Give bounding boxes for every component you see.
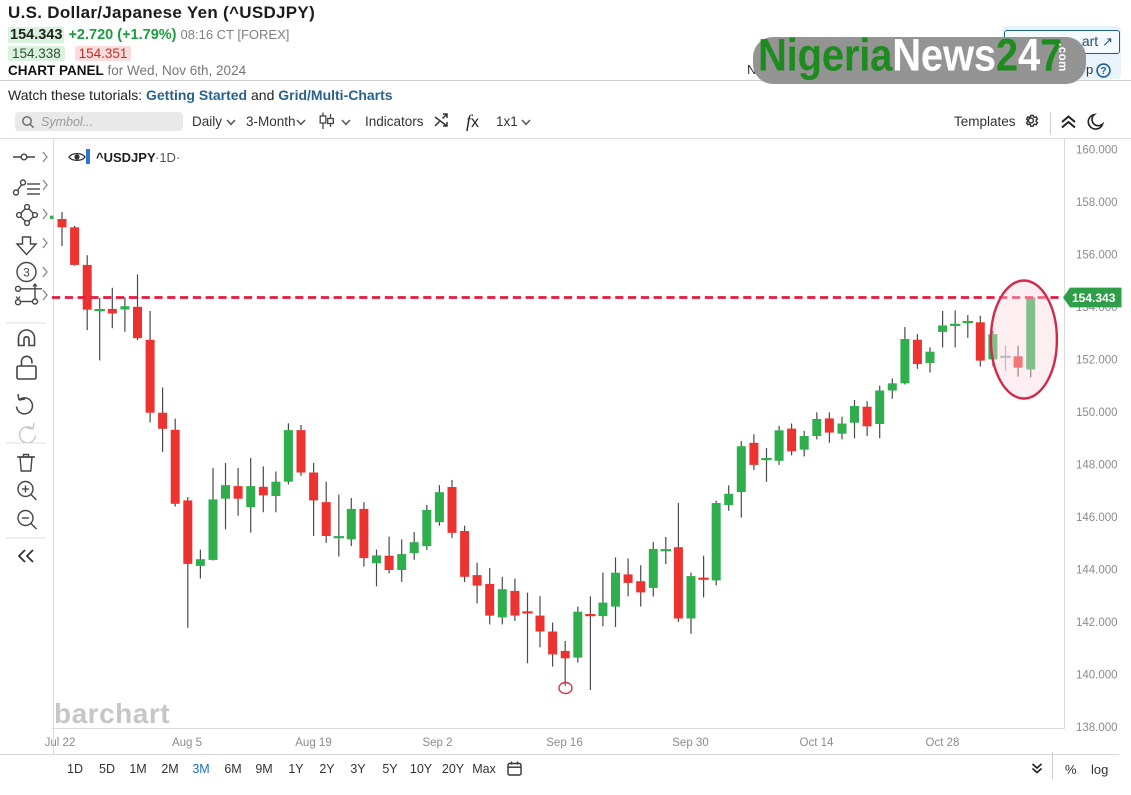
svg-text:148.000: 148.000 <box>1076 460 1118 472</box>
svg-text:Jul 22: Jul 22 <box>45 737 76 749</box>
svg-text:Oct 14: Oct 14 <box>800 737 834 749</box>
svg-text:Sep 2: Sep 2 <box>422 737 452 749</box>
svg-text:Aug 19: Aug 19 <box>295 737 331 749</box>
svg-text:3: 3 <box>23 266 30 280</box>
svg-text:Sep 30: Sep 30 <box>672 737 708 749</box>
svg-text:144.000: 144.000 <box>1076 564 1118 576</box>
svg-text:142.000: 142.000 <box>1076 617 1118 629</box>
svg-text:Aug 5: Aug 5 <box>172 737 202 749</box>
svg-text:?: ? <box>1100 66 1106 77</box>
svg-text:160.000: 160.000 <box>1076 145 1118 157</box>
svg-text:138.000: 138.000 <box>1076 722 1118 734</box>
svg-text:146.000: 146.000 <box>1076 512 1118 524</box>
svg-text:150.000: 150.000 <box>1076 407 1118 419</box>
svg-text:140.000: 140.000 <box>1076 669 1118 681</box>
svg-text:158.000: 158.000 <box>1076 197 1118 209</box>
svg-text:Sep 16: Sep 16 <box>546 737 582 749</box>
svg-text:152.000: 152.000 <box>1076 355 1118 367</box>
svg-text:156.000: 156.000 <box>1076 250 1118 262</box>
svg-text:154.343: 154.343 <box>1072 291 1116 305</box>
svg-text:Oct 28: Oct 28 <box>926 737 960 749</box>
